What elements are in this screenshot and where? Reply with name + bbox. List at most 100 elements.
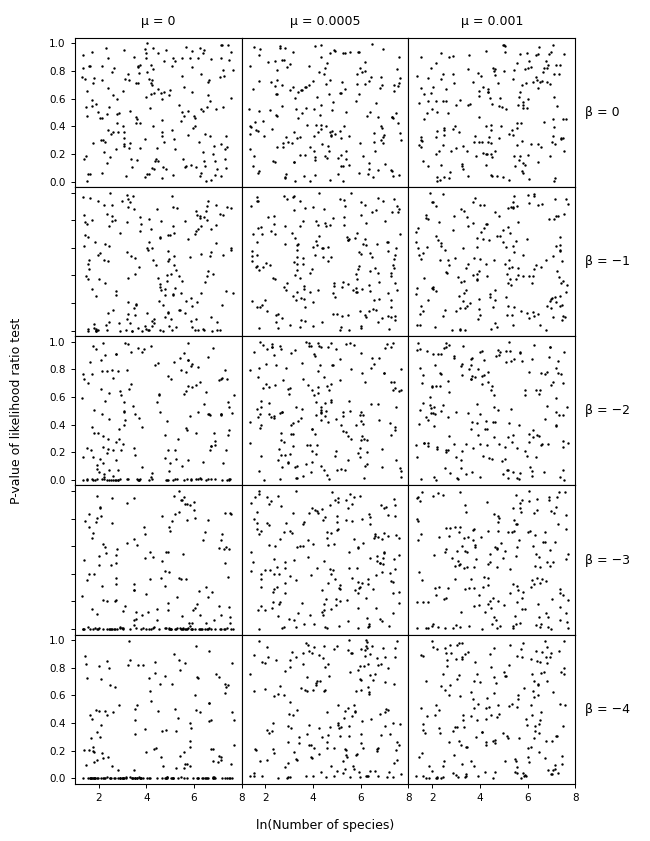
Point: [289, 343, 300, 357]
Point: [291, 540, 302, 553]
Point: [462, 262, 472, 275]
Point: [167, 677, 177, 690]
Point: [277, 53, 287, 66]
Point: [98, 336, 109, 350]
Point: [281, 361, 292, 374]
Point: [220, 152, 230, 166]
Point: [547, 135, 557, 149]
Point: [266, 410, 276, 423]
Point: [352, 272, 363, 286]
Point: [341, 230, 352, 244]
Point: [493, 403, 503, 416]
Point: [144, 473, 154, 486]
Point: [322, 468, 332, 482]
Point: [146, 241, 157, 255]
Point: [551, 361, 561, 374]
Point: [525, 525, 535, 538]
Point: [506, 355, 516, 368]
Point: [187, 381, 197, 394]
Point: [93, 426, 103, 440]
Point: [464, 48, 474, 61]
Point: [210, 168, 220, 182]
Point: [131, 297, 142, 310]
Point: [374, 707, 385, 721]
Point: [554, 600, 565, 614]
Point: [127, 324, 138, 337]
Point: [136, 608, 147, 621]
Point: [270, 227, 280, 241]
Point: [101, 447, 112, 460]
Point: [536, 706, 546, 719]
Point: [162, 473, 173, 486]
Point: [344, 324, 354, 337]
Point: [428, 80, 438, 93]
Point: [558, 434, 569, 447]
Point: [482, 82, 493, 96]
Point: [473, 66, 483, 79]
Point: [268, 690, 279, 703]
Point: [330, 493, 341, 506]
Point: [88, 321, 99, 335]
Point: [319, 371, 330, 384]
Point: [309, 129, 319, 142]
Point: [203, 771, 213, 785]
Point: [526, 668, 537, 681]
Point: [93, 622, 103, 636]
Point: [486, 660, 497, 674]
Point: [527, 76, 538, 89]
Point: [433, 233, 443, 246]
Point: [499, 45, 510, 59]
Point: [515, 85, 525, 98]
Point: [119, 405, 129, 419]
Point: [86, 731, 96, 744]
Point: [444, 338, 454, 352]
Point: [363, 572, 374, 585]
Point: [541, 55, 551, 68]
Point: [380, 675, 390, 689]
Point: [132, 698, 142, 711]
Point: [378, 641, 388, 654]
Point: [377, 312, 387, 325]
Point: [517, 134, 527, 147]
Point: [146, 223, 156, 236]
Point: [226, 507, 236, 521]
Point: [123, 472, 133, 485]
Point: [166, 267, 176, 280]
Point: [257, 382, 268, 395]
Point: [159, 310, 170, 324]
Point: [91, 324, 101, 337]
Point: [99, 704, 110, 717]
Point: [412, 513, 423, 526]
Point: [179, 160, 190, 173]
Point: [356, 247, 367, 261]
Point: [82, 473, 92, 486]
Point: [270, 308, 281, 321]
Point: [513, 692, 523, 706]
Point: [103, 473, 114, 486]
Point: [279, 280, 289, 294]
Point: [445, 466, 456, 479]
Point: [486, 601, 497, 615]
Point: [515, 501, 526, 515]
Point: [102, 156, 112, 170]
Point: [419, 436, 429, 450]
Point: [227, 406, 237, 420]
Point: [200, 210, 210, 224]
Point: [170, 622, 180, 636]
Point: [552, 490, 563, 504]
Point: [88, 771, 99, 785]
Point: [519, 62, 530, 76]
Point: [354, 87, 364, 100]
Point: [87, 740, 98, 754]
Point: [198, 46, 209, 60]
Point: [268, 155, 278, 168]
Point: [376, 728, 386, 742]
Point: [428, 347, 438, 361]
Point: [534, 40, 544, 54]
Point: [308, 75, 318, 88]
Point: [305, 174, 315, 188]
Point: [508, 300, 519, 314]
Point: [210, 473, 220, 486]
Point: [422, 413, 433, 426]
Point: [274, 680, 285, 693]
